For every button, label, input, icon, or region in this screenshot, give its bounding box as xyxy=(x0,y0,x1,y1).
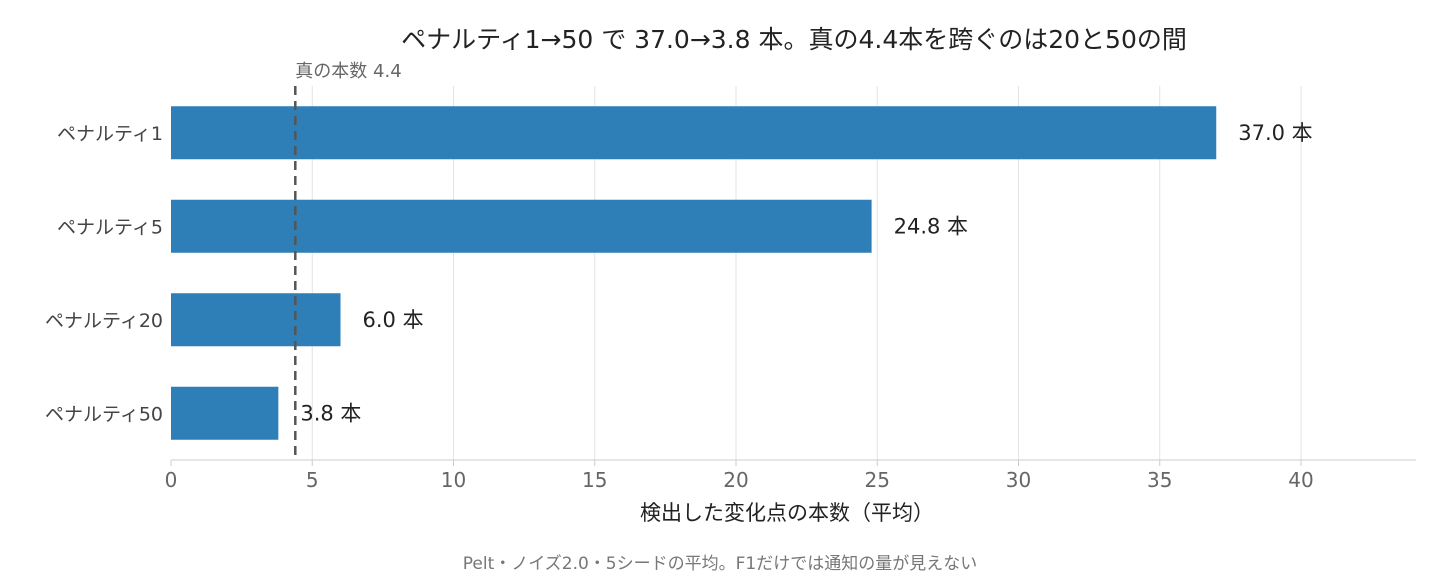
chart-caption: Pelt・ノイズ2.0・5シードの平均。F1だけでは通知の量が見えない xyxy=(463,554,977,574)
x-tick-label: 25 xyxy=(865,468,890,492)
y-tick-label: ペナルティ50 xyxy=(45,403,163,425)
bar xyxy=(171,386,279,440)
x-tick-label: 20 xyxy=(723,468,748,492)
y-tick-label: ペナルティ1 xyxy=(57,123,163,145)
x-tick-label: 35 xyxy=(1147,468,1172,492)
bar-value-label: 3.8 本 xyxy=(300,401,361,425)
bars: 37.0 本 24.8 本 6.0 本 3.8 本 xyxy=(171,106,1313,440)
x-tick-label: 40 xyxy=(1288,468,1313,492)
bar xyxy=(171,199,872,253)
bar-value-label: 6.0 本 xyxy=(363,308,424,332)
bar-value-label: 24.8 本 xyxy=(894,214,968,238)
x-tick-label: 15 xyxy=(582,468,607,492)
x-tick-label: 30 xyxy=(1006,468,1031,492)
x-axis: 0 5 10 15 20 25 30 35 40 xyxy=(165,459,1416,492)
x-tick-label: 0 xyxy=(165,468,178,492)
chart-title: ペナルティ1→50 で 37.0→3.8 本。真の4.4本を跨ぐのは20と50の… xyxy=(401,25,1187,54)
reference-line-group: 真の本数 4.4 xyxy=(294,61,402,460)
x-tick-label: 10 xyxy=(441,468,466,492)
x-axis-title: 検出した変化点の本数（平均） xyxy=(640,501,934,525)
reference-line-label: 真の本数 4.4 xyxy=(295,61,401,82)
x-tick-label: 5 xyxy=(306,468,319,492)
y-tick-label: ペナルティ20 xyxy=(45,310,163,332)
bar-value-label: 37.0 本 xyxy=(1238,121,1312,145)
y-tick-label: ペナルティ5 xyxy=(57,216,163,238)
bar xyxy=(171,106,1217,160)
bar xyxy=(171,293,341,347)
y-axis: ペナルティ1 ペナルティ5 ペナルティ20 ペナルティ50 xyxy=(45,123,163,426)
